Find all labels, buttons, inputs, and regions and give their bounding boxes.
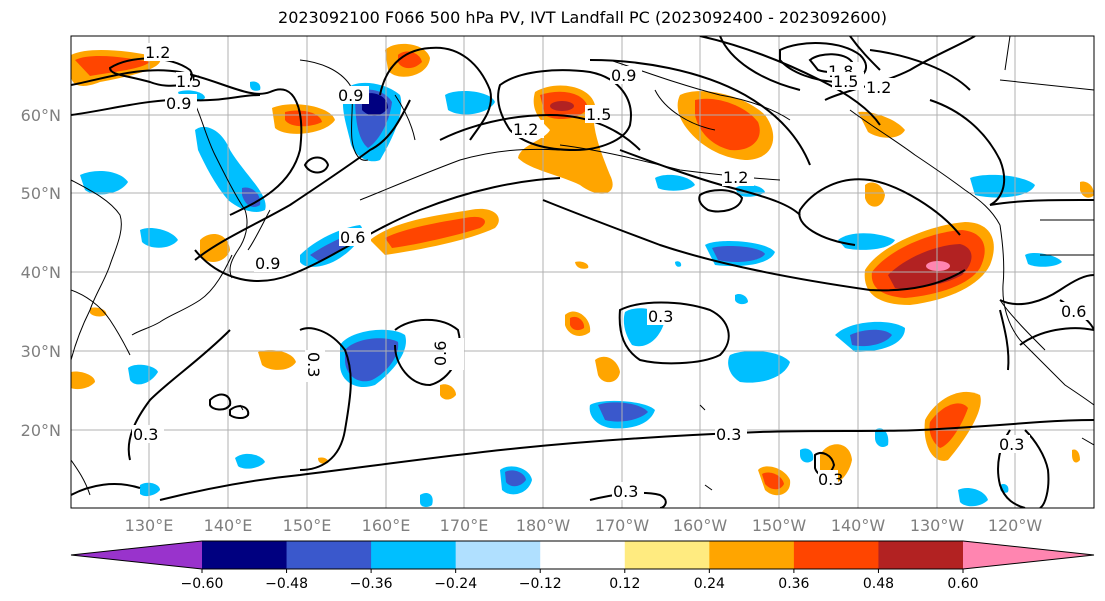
lat-label: 30°N [21,342,61,361]
lon-labels: 130°E 140°E 150°E 160°E 170°E 180°W 170°… [125,516,1043,535]
colorbar-tick-label: −0.48 [265,576,308,592]
colorbar-segment [287,541,372,569]
colorbar-segment [794,541,879,569]
lon-label: 150°E [283,516,332,535]
colorbar-tick-label: −0.60 [181,576,224,592]
colorbar-tick-label: −0.24 [434,576,477,592]
colorbar-segment [709,541,794,569]
contour-label: 0.3 [716,425,741,444]
colorbar-tick-label: 0.60 [947,576,978,592]
lon-label: 170°E [440,516,489,535]
contour-label: 1.2 [723,168,748,187]
colorbar-tick-label: 0.24 [694,576,725,592]
contour-label: 0.3 [133,425,158,444]
lon-label: 160°W [673,516,728,535]
colorbar-segment [878,541,963,569]
contour-label: 1.5 [176,72,201,91]
colorbar-extension-max [963,541,1094,569]
lat-label: 40°N [21,263,61,282]
lon-label: 130°W [910,516,965,535]
colorbar-extension-min [71,541,202,569]
contour-label: 0.3 [613,482,638,501]
contour-label: 0.9 [611,66,636,85]
contour-label: 0.3 [304,352,323,377]
contour-label: 1.2 [145,43,170,62]
lon-label: 180°W [516,516,571,535]
lon-label: 150°W [752,516,807,535]
contour-label: 0.6 [431,341,450,366]
contour-label: 0.9 [255,254,280,273]
contour-label: 0.9 [338,86,363,105]
contour-label: 1.2 [866,78,891,97]
contour-label: 0.3 [999,435,1024,454]
lat-label: 50°N [21,184,61,203]
colorbar-tick-label: −0.36 [350,576,393,592]
contour-label: 0.9 [166,94,191,113]
lat-labels: 20°N 30°N 40°N 50°N 60°N [21,106,61,440]
colorbar-ticks: −0.60 −0.48 −0.36 −0.24 −0.12 0.12 0.24 0.36 0.4… [181,569,979,592]
contour-label: 0.6 [1061,302,1086,321]
contour-label: 1.5 [833,72,858,91]
contour-label: 0.3 [818,470,843,489]
lon-label: 140°E [204,516,253,535]
lon-label: 170°W [595,516,650,535]
lon-label: 160°E [362,516,411,535]
contour-label: 1.2 [513,120,538,139]
colorbar-segments [71,541,1094,569]
lat-label: 20°N [21,421,61,440]
colorbar-segment [625,541,710,569]
colorbar-segment [540,541,625,569]
contour-label: 0.6 [340,228,365,247]
contour-label: 0.3 [648,307,673,326]
map-panel: 1.2 1.5 0.9 0.9 1.8 1.5 1.2 1.2 1.5 0.9 … [71,36,1094,508]
contour-label: 1.5 [586,105,611,124]
lon-label: 140°W [831,516,886,535]
colorbar-tick-label: 0.36 [778,576,809,592]
colorbar-tick-label: 0.12 [609,576,640,592]
colorbar-segment [202,541,287,569]
colorbar: −0.60 −0.48 −0.36 −0.24 −0.12 0.12 0.24 0.36 0.4… [71,541,1094,592]
colorbar-segment [456,541,541,569]
colorbar-tick-label: 0.48 [863,576,894,592]
colorbar-tick-label: −0.12 [519,576,562,592]
lon-label: 130°E [125,516,174,535]
lat-label: 60°N [21,106,61,125]
colorbar-segment [371,541,456,569]
lon-label: 120°W [988,516,1043,535]
